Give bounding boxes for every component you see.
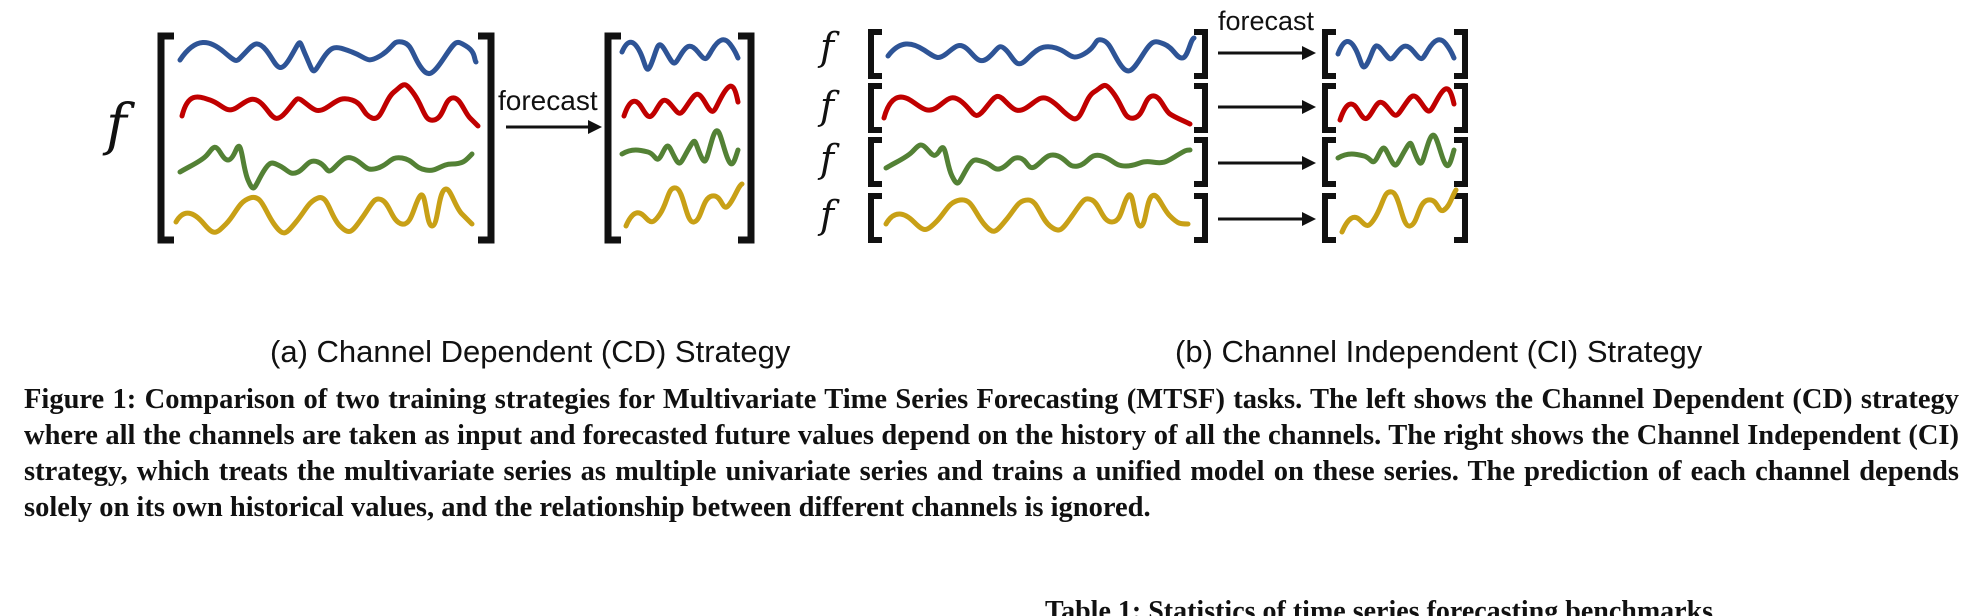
series-line-channel-1: [177, 39, 479, 76]
bracket-left-row-1: [868, 29, 882, 79]
input-brackets-b: [868, 29, 1208, 243]
forecast-line-channel-2: [1337, 86, 1457, 123]
forecast-arrow-a: [506, 120, 602, 134]
function-symbol-b-3: f: [817, 137, 840, 181]
output-series-b: [1335, 37, 1459, 235]
forecast-arrows-b: [1218, 46, 1316, 226]
forecast-arrow-row-1: [1218, 46, 1316, 60]
input-series-a: [173, 39, 481, 236]
bracket-right: [478, 32, 495, 244]
forecast-line-channel-1: [619, 37, 741, 72]
series-line-channel-2: [881, 83, 1193, 127]
bracket-right-row-3: [1194, 137, 1208, 187]
figure-caption-body: Comparison of two training strategies fo…: [24, 384, 1960, 523]
series-line-channel-4: [883, 192, 1191, 234]
bracket-left-row-2: [868, 83, 882, 133]
forecast-arrow-row-4: [1218, 212, 1316, 226]
function-symbol-b-2: f: [817, 84, 840, 128]
bracket-left-row-3: [1322, 137, 1336, 187]
input-bracket-a: [157, 32, 495, 244]
function-symbol-b-1: f: [817, 25, 840, 69]
forecast-line-channel-3: [1335, 132, 1457, 169]
bracket-left: [157, 32, 174, 244]
bracket-right-row-2: [1194, 83, 1208, 133]
panel-a-caption: (a) Channel Dependent (CD) Strategy: [270, 334, 791, 369]
bracket-right-row-1: [1454, 29, 1468, 79]
forecast-line-channel-2: [621, 83, 741, 119]
bracket-right-row-3: [1454, 137, 1468, 187]
forecast-line-channel-1: [1335, 37, 1457, 70]
series-line-channel-4: [173, 186, 475, 236]
bracket-right-row-2: [1454, 83, 1468, 133]
function-symbol-b-4: f: [817, 193, 840, 237]
forecast-line-channel-3: [619, 128, 741, 167]
bracket-left-row-4: [868, 193, 882, 243]
next-table-caption: Table 1: Statistics of time series forec…: [1045, 598, 1955, 616]
output-brackets-b: [1322, 29, 1468, 243]
bracket-right-row-1: [1194, 29, 1208, 79]
forecast-line-channel-4: [1339, 187, 1459, 235]
forecast-label-b: forecast: [1218, 6, 1315, 36]
strategy-diagram: f forecast f f f f: [102, 6, 1468, 244]
forecast-arrow-row-2: [1218, 100, 1316, 114]
series-line-channel-2: [179, 82, 481, 129]
bracket-right-row-4: [1194, 193, 1208, 243]
input-series-b: [881, 35, 1197, 234]
bracket-right: [738, 32, 755, 244]
bracket-left-row-4: [1322, 193, 1336, 243]
output-bracket-a: [604, 32, 755, 244]
function-symbol-a: f: [102, 93, 136, 158]
panel-b-ci-strategy: f f f f forecast: [817, 6, 1468, 243]
bracket-left-row-2: [1322, 83, 1336, 133]
forecast-line-channel-4: [623, 181, 745, 229]
next-table-caption-text: Table 1: Statistics of time series forec…: [1045, 598, 1714, 616]
bracket-right-row-4: [1454, 193, 1468, 243]
panel-b-caption: (b) Channel Independent (CI) Strategy: [1175, 334, 1703, 369]
figure-caption: Figure 1: Comparison of two training str…: [24, 382, 1959, 526]
panel-a-cd-strategy: f forecast: [102, 32, 755, 244]
series-line-channel-3: [177, 144, 475, 191]
series-line-channel-1: [885, 35, 1197, 74]
output-series-a: [619, 37, 745, 229]
figure-caption-lead: Figure 1:: [24, 384, 137, 415]
bracket-left: [604, 32, 621, 244]
bracket-left-row-3: [868, 137, 882, 187]
forecast-label-a: forecast: [498, 85, 598, 116]
bracket-left-row-1: [1322, 29, 1336, 79]
forecast-arrow-row-3: [1218, 156, 1316, 170]
series-line-channel-3: [883, 142, 1193, 186]
